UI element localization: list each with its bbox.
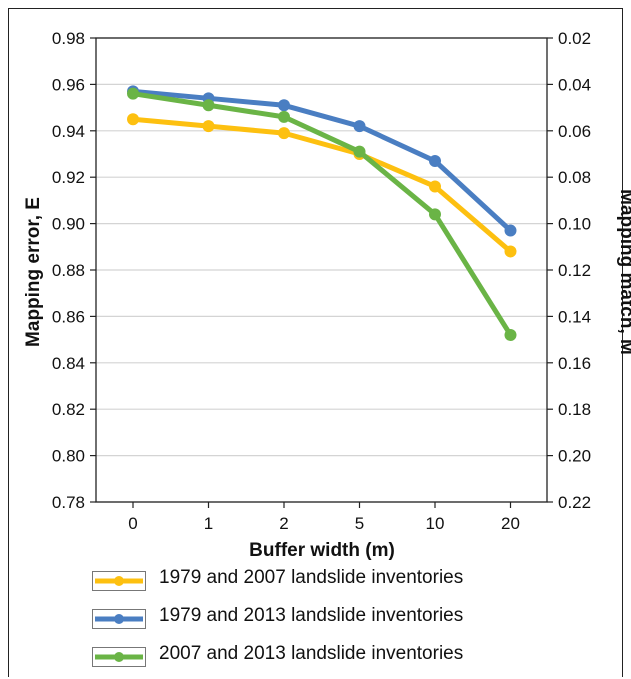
legend-swatch bbox=[92, 609, 146, 629]
legend-item-1979-2013: 1979 and 2013 landslide inventories bbox=[92, 603, 513, 641]
right-tick-label: 0.02 bbox=[558, 29, 591, 48]
legend-label: 1979 and 2013 landslide inventories bbox=[159, 605, 464, 626]
left-tick-label: 0.94 bbox=[52, 122, 85, 141]
data-point bbox=[202, 99, 215, 112]
data-point bbox=[504, 328, 517, 341]
data-point bbox=[429, 154, 441, 167]
legend-label: 2007 and 2013 landslide inventories bbox=[159, 643, 464, 664]
right-tick-label: 0.04 bbox=[558, 75, 591, 94]
legend: 1979 and 2007 landslide inventories 1979… bbox=[92, 565, 513, 679]
right-tick-label: 0.10 bbox=[558, 215, 591, 234]
left-tick-label: 0.86 bbox=[52, 307, 85, 326]
x-axis-ticks: 0 1 2 5 10 20 bbox=[128, 502, 520, 533]
data-point bbox=[504, 224, 517, 237]
legend-swatch bbox=[92, 647, 146, 667]
right-tick-label: 0.20 bbox=[558, 447, 591, 466]
y-axis-label: Mapping error, E bbox=[23, 197, 44, 347]
data-point bbox=[202, 120, 215, 133]
left-axis-ticks: 0.78 0.80 0.82 0.84 0.86 0.88 0.90 0.92 0.94 0.96… bbox=[52, 29, 96, 512]
data-point bbox=[429, 180, 441, 193]
legend-swatch bbox=[92, 571, 146, 591]
x-axis-label: Buffer width (m) bbox=[249, 540, 395, 561]
data-point bbox=[127, 87, 139, 100]
y2-axis-label: Mapping match, M bbox=[616, 189, 631, 355]
data-point bbox=[127, 113, 139, 126]
legend-item-1979-2007: 1979 and 2007 landslide inventories bbox=[92, 565, 513, 603]
gridlines bbox=[96, 37, 547, 503]
right-tick-label: 0.06 bbox=[558, 122, 591, 141]
series-line bbox=[130, 91, 513, 338]
right-tick-label: 0.16 bbox=[558, 354, 591, 373]
x-tick-label: 20 bbox=[501, 514, 520, 533]
left-tick-label: 0.98 bbox=[52, 29, 85, 48]
data-point bbox=[353, 120, 366, 133]
series-line bbox=[130, 116, 513, 254]
data-point bbox=[504, 245, 517, 258]
right-tick-label: 0.12 bbox=[558, 261, 591, 280]
x-tick-label: 1 bbox=[204, 514, 213, 533]
legend-label: 1979 and 2007 landslide inventories bbox=[159, 567, 464, 588]
left-tick-label: 0.96 bbox=[52, 75, 85, 94]
left-tick-label: 0.84 bbox=[52, 354, 85, 373]
series-layer bbox=[127, 85, 517, 341]
right-tick-label: 0.22 bbox=[558, 493, 591, 512]
legend-item-2007-2013: 2007 and 2013 landslide inventories bbox=[92, 641, 513, 679]
left-tick-label: 0.92 bbox=[52, 168, 85, 187]
data-point bbox=[429, 208, 441, 221]
figure-frame bbox=[8, 8, 623, 677]
right-tick-label: 0.08 bbox=[558, 168, 591, 187]
left-tick-label: 0.90 bbox=[52, 215, 85, 234]
left-tick-label: 0.78 bbox=[52, 493, 85, 512]
series-3 bbox=[127, 87, 517, 341]
right-axis-ticks: 0.22 0.20 0.18 0.16 0.14 0.12 0.10 0.08 0.06 0.04… bbox=[547, 29, 591, 512]
x-tick-label: 2 bbox=[279, 514, 288, 533]
data-point bbox=[353, 145, 366, 158]
right-tick-label: 0.18 bbox=[558, 400, 591, 419]
left-tick-label: 0.82 bbox=[52, 400, 85, 419]
series-2 bbox=[127, 85, 517, 237]
data-point bbox=[278, 99, 290, 112]
x-tick-label: 10 bbox=[426, 514, 445, 533]
right-tick-label: 0.14 bbox=[558, 307, 591, 326]
x-tick-label: 5 bbox=[355, 514, 364, 533]
left-tick-label: 0.80 bbox=[52, 447, 85, 466]
series-line bbox=[130, 88, 513, 234]
data-point bbox=[278, 127, 290, 140]
x-tick-label: 0 bbox=[128, 514, 137, 533]
data-point bbox=[278, 110, 290, 123]
left-tick-label: 0.88 bbox=[52, 261, 85, 280]
